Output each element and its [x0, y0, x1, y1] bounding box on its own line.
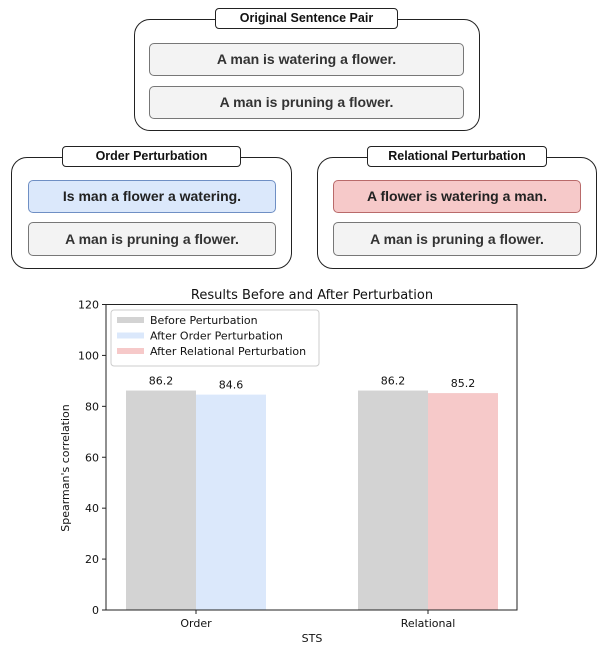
chart-title: Results Before and After Perturbation [191, 288, 433, 303]
legend-label: After Order Perturbation [150, 330, 283, 343]
plot-frame [105, 304, 518, 611]
bar [196, 394, 266, 610]
y-tick-label: 100 [78, 349, 99, 362]
legend-swatch [117, 332, 144, 339]
y-tick-label: 60 [85, 451, 99, 464]
original-sentence-2: A man is pruning a flower. [149, 86, 464, 119]
order-sentence-1: Is man a flower a watering. [28, 180, 276, 213]
legend-label: After Relational Perturbation [150, 345, 306, 358]
y-axis-label: Spearman's correlation [59, 404, 72, 532]
bar-value-label: 84.6 [219, 379, 244, 392]
order-panel-title: Order Perturbation [62, 146, 241, 167]
bar [358, 390, 428, 610]
results-bar-chart: Results Before and After Perturbation ST… [59, 288, 518, 645]
original-sentence-1: A man is watering a flower. [149, 43, 464, 76]
bar-value-label: 85.2 [451, 377, 476, 390]
y-tick-label: 20 [85, 553, 99, 566]
y-tick-label: 120 [78, 299, 99, 312]
bar-value-label: 86.2 [149, 375, 174, 388]
order-sentence-2: A man is pruning a flower. [28, 222, 276, 256]
legend-swatch [117, 317, 144, 323]
y-tick-label: 80 [85, 400, 99, 413]
x-tick-label: Order [180, 617, 212, 630]
relational-sentence-2: A man is pruning a flower. [333, 222, 581, 256]
bar [126, 390, 196, 610]
bar-value-label: 86.2 [381, 375, 406, 388]
legend-label: Before Perturbation [150, 314, 258, 327]
relational-panel-title: Relational Perturbation [367, 146, 547, 167]
relational-sentence-1: A flower is watering a man. [333, 180, 581, 213]
y-tick-label: 0 [92, 604, 99, 617]
legend-swatch [117, 348, 144, 354]
legend-frame [110, 309, 320, 367]
bar [428, 393, 498, 610]
x-tick-label: Relational [401, 617, 456, 630]
plot-area: 0 20 40 60 80 100 120 86.2 84.6 Order 86.2 85.2 Rela… [78, 299, 498, 630]
original-panel-title: Original Sentence Pair [215, 8, 398, 29]
x-axis-label: STS [302, 632, 323, 645]
y-tick-label: 40 [85, 502, 99, 515]
chart-legend: Before Perturbation After Order Perturbat… [110, 309, 320, 367]
